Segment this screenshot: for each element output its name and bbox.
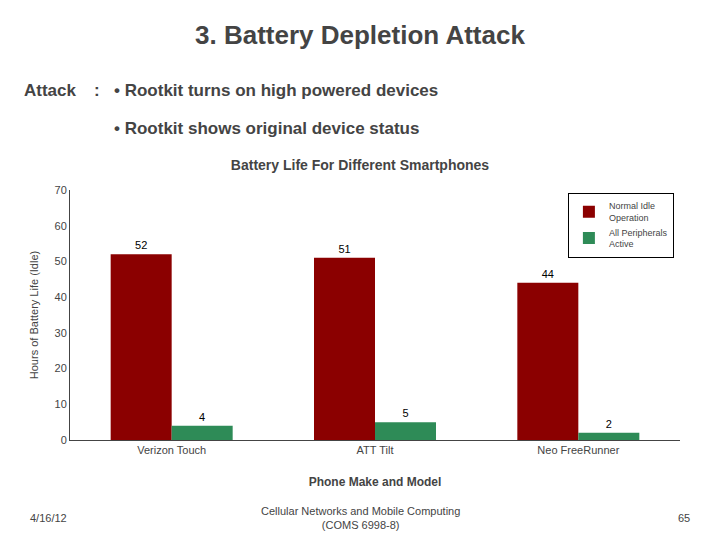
svg-text:Hours of Battery Life (Idle): Hours of Battery Life (Idle) (28, 251, 40, 379)
svg-text:70: 70 (55, 184, 67, 196)
svg-text:Neo FreeRunner: Neo FreeRunner (537, 444, 619, 456)
svg-text:Verizon Touch: Verizon Touch (137, 444, 206, 456)
svg-text:4: 4 (199, 411, 205, 423)
svg-text:52: 52 (135, 239, 147, 251)
svg-text:30: 30 (55, 327, 67, 339)
svg-text:Battery Life For Different Sma: Battery Life For Different Smartphones (231, 157, 489, 173)
svg-text:Cellular Networks and Mobile C: Cellular Networks and Mobile Computing(C… (261, 505, 460, 531)
svg-text:Normal IdleOperation: Normal IdleOperation (609, 201, 655, 223)
svg-text:65: 65 (678, 512, 690, 524)
svg-text:40: 40 (55, 291, 67, 303)
svg-text:3. Battery Depletion Attack: 3. Battery Depletion Attack (195, 20, 525, 50)
svg-text:50: 50 (55, 255, 67, 267)
svg-text:44: 44 (542, 268, 554, 280)
svg-text:All PeripheralsActive: All PeripheralsActive (609, 228, 668, 250)
svg-text:ATT Tilt: ATT Tilt (357, 444, 394, 456)
svg-text:5: 5 (402, 407, 408, 419)
svg-text:Attack: Attack (24, 81, 77, 100)
svg-text:51: 51 (338, 243, 350, 255)
svg-text:4/16/12: 4/16/12 (30, 512, 67, 524)
svg-text:10: 10 (55, 398, 67, 410)
svg-text:60: 60 (55, 220, 67, 232)
svg-text:0: 0 (61, 434, 67, 446)
svg-text:2: 2 (606, 418, 612, 430)
svg-text:• Rootkit turns on high powere: • Rootkit turns on high powered devices (114, 81, 438, 100)
svg-text:• Rootkit shows original devic: • Rootkit shows original device status (114, 119, 419, 138)
svg-text:20: 20 (55, 362, 67, 374)
svg-text:Phone Make and Model: Phone Make and Model (309, 475, 442, 489)
svg-text::: : (94, 81, 100, 100)
